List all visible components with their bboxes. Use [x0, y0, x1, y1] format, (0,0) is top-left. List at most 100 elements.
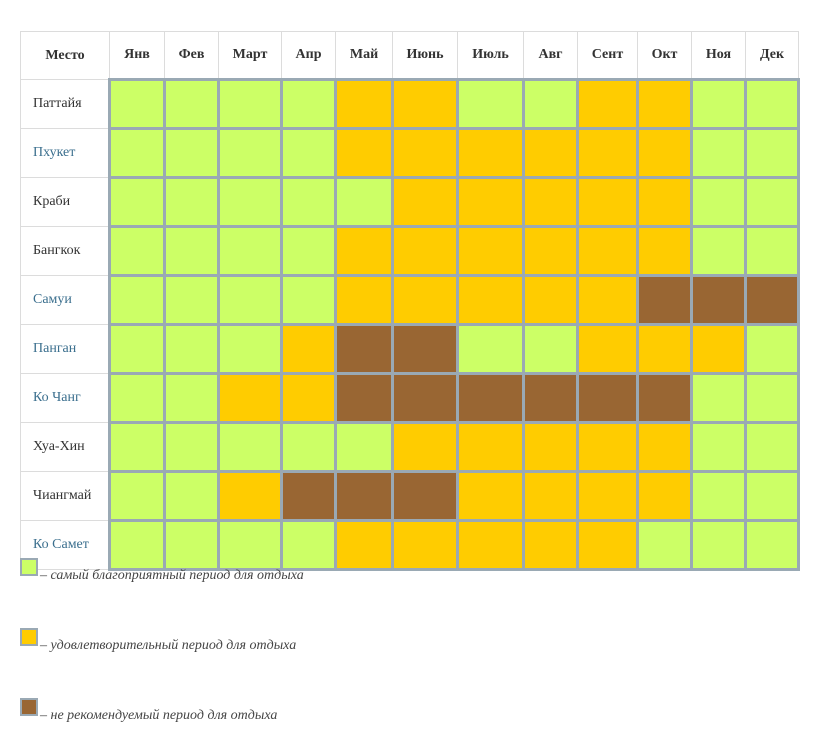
- legend-swatch: [20, 698, 38, 716]
- heatmap-cell: [522, 519, 579, 571]
- heatmap-cell: [576, 127, 639, 179]
- table-row: Ко Самет: [20, 519, 800, 571]
- heatmap-cell: [391, 127, 459, 179]
- heatmap-cell: [217, 519, 283, 571]
- heatmap-cell: [744, 274, 800, 326]
- heatmap-cell: [280, 519, 337, 571]
- month-header: Ноя: [691, 31, 746, 80]
- heatmap-cell: [690, 274, 747, 326]
- heatmap-cell: [108, 78, 166, 130]
- month-header: Июль: [457, 31, 524, 80]
- heatmap-cell: [217, 323, 283, 375]
- heatmap-cell: [456, 225, 525, 277]
- heatmap-cell: [636, 225, 693, 277]
- heatmap-cell: [108, 421, 166, 473]
- heatmap-cell: [522, 176, 579, 228]
- heatmap-cell: [108, 176, 166, 228]
- heatmap-cell: [576, 78, 639, 130]
- heatmap-cell: [522, 421, 579, 473]
- heatmap-cell: [334, 127, 394, 179]
- place-link[interactable]: Пхукет: [20, 128, 110, 178]
- heatmap-cell: [217, 274, 283, 326]
- place-label: Паттайя: [20, 79, 110, 129]
- heatmap-cell: [690, 323, 747, 375]
- heatmap-cell: [744, 323, 800, 375]
- legend-label: – не рекомендуемый период для отдыха: [40, 708, 278, 723]
- heatmap-cell: [334, 519, 394, 571]
- place-label: Бангкок: [20, 226, 110, 276]
- heatmap-cell: [280, 274, 337, 326]
- heatmap-cell: [576, 372, 639, 424]
- heatmap-cell: [280, 421, 337, 473]
- heatmap-cell: [456, 78, 525, 130]
- heatmap-cell: [391, 225, 459, 277]
- heatmap-cell: [576, 470, 639, 522]
- heatmap-cell: [744, 127, 800, 179]
- table-row: Чиангмай: [20, 470, 800, 522]
- heatmap-cell: [108, 225, 166, 277]
- heatmap-cell: [690, 421, 747, 473]
- heatmap-cell: [391, 176, 459, 228]
- table-row: Краби: [20, 176, 800, 228]
- heatmap-cell: [456, 274, 525, 326]
- heatmap-cell: [163, 421, 220, 473]
- heatmap-cell: [690, 372, 747, 424]
- heatmap-cell: [690, 127, 747, 179]
- heatmap-cell: [576, 421, 639, 473]
- heatmap-cell: [280, 176, 337, 228]
- heatmap-cell: [744, 78, 800, 130]
- heatmap-cell: [456, 519, 525, 571]
- header-row: Место Янв Фев Март Апр Май Июнь Июль Авг Сент Окт…: [20, 31, 799, 80]
- heatmap-cell: [522, 470, 579, 522]
- heatmap-cell: [456, 421, 525, 473]
- heatmap-cell: [108, 372, 166, 424]
- place-link[interactable]: Ко Чанг: [20, 373, 110, 423]
- heatmap-cell: [334, 225, 394, 277]
- heatmap-cell: [744, 421, 800, 473]
- month-header: Апр: [281, 31, 336, 80]
- place-link[interactable]: Самуи: [20, 275, 110, 325]
- table-row: Пхукет: [20, 127, 800, 179]
- heatmap-cell: [391, 323, 459, 375]
- heatmap-cell: [217, 470, 283, 522]
- heatmap-cell: [163, 470, 220, 522]
- place-label: Хуа-Хин: [20, 422, 110, 472]
- heatmap-cell: [163, 225, 220, 277]
- heatmap-cell: [576, 225, 639, 277]
- heatmap-cell: [280, 470, 337, 522]
- heatmap-cell: [522, 127, 579, 179]
- heatmap-cell: [576, 274, 639, 326]
- heatmap-cell: [522, 78, 579, 130]
- heatmap-cell: [334, 78, 394, 130]
- heatmap-cell: [280, 323, 337, 375]
- heatmap-cell: [163, 78, 220, 130]
- heatmap-cell: [334, 421, 394, 473]
- heatmap-cell: [522, 372, 579, 424]
- heatmap-cell: [217, 176, 283, 228]
- heatmap-cell: [217, 78, 283, 130]
- place-label: Чиангмай: [20, 471, 110, 521]
- heatmap-cell: [744, 225, 800, 277]
- heatmap-cell: [108, 323, 166, 375]
- heatmap-cell: [334, 176, 394, 228]
- place-link[interactable]: Панган: [20, 324, 110, 374]
- heatmap-cell: [636, 274, 693, 326]
- grid-body: Паттайя Пхукет Краби Бангкок Самуи Панган Ко Ч…: [20, 78, 800, 571]
- heatmap-cell: [576, 519, 639, 571]
- heatmap-cell: [280, 372, 337, 424]
- heatmap-cell: [334, 470, 394, 522]
- heatmap-cell: [334, 274, 394, 326]
- table-row: Паттайя: [20, 78, 800, 130]
- month-header: Авг: [523, 31, 578, 80]
- table-row: Ко Чанг: [20, 372, 800, 424]
- heatmap-cell: [280, 127, 337, 179]
- heatmap-cell: [334, 372, 394, 424]
- heatmap-cell: [636, 470, 693, 522]
- heatmap-cell: [636, 127, 693, 179]
- month-header: Янв: [109, 31, 165, 80]
- heatmap-cell: [108, 519, 166, 571]
- heatmap-cell: [108, 127, 166, 179]
- heatmap-cell: [456, 470, 525, 522]
- legend-swatch: [20, 628, 38, 646]
- heatmap-cell: [334, 323, 394, 375]
